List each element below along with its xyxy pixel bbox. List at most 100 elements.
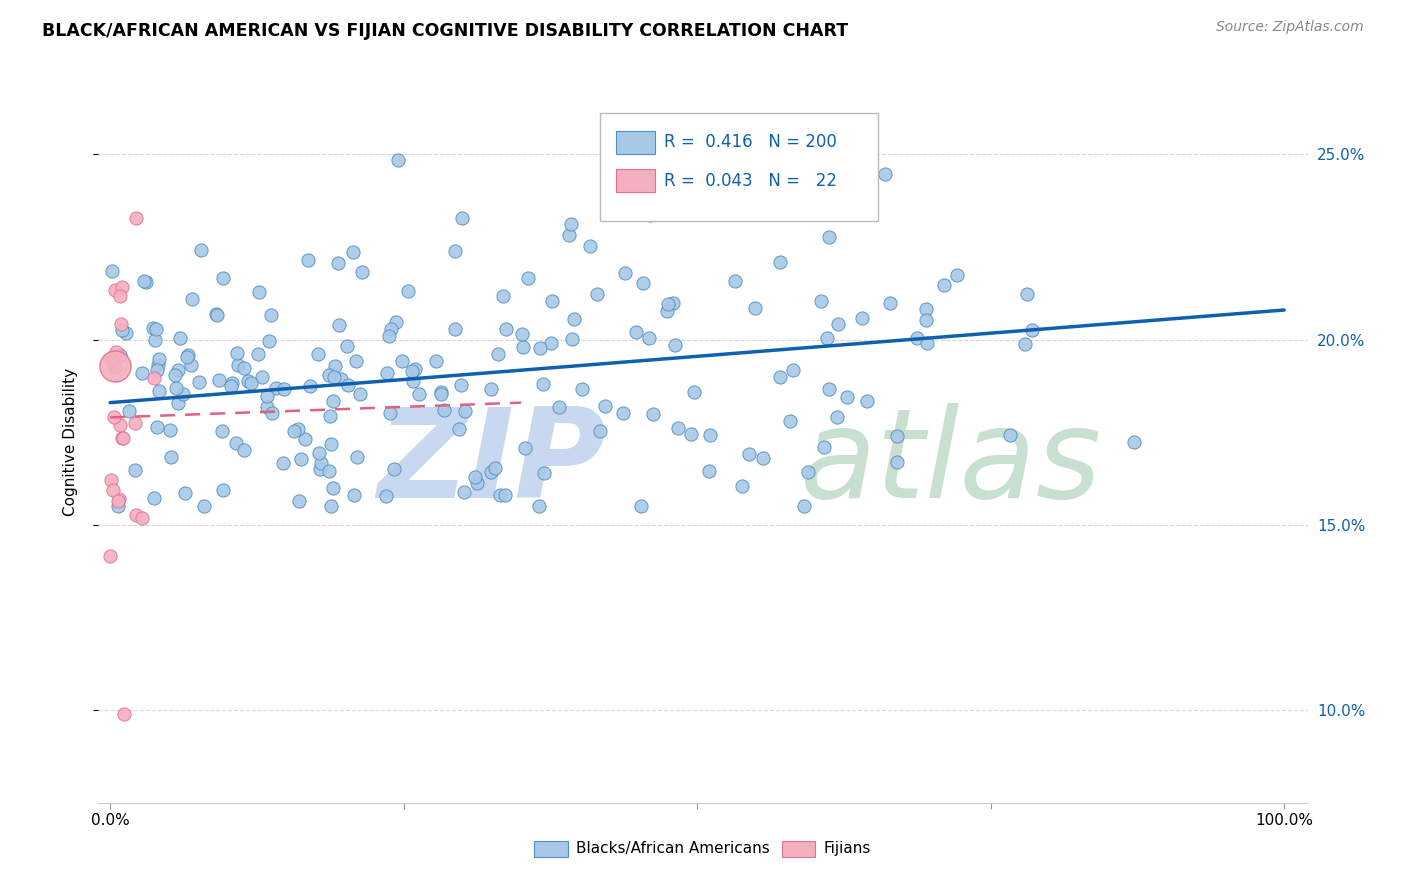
Point xyxy=(288,494,311,508)
Point xyxy=(124,463,146,477)
Point xyxy=(444,322,467,336)
Point xyxy=(108,491,131,506)
Point xyxy=(236,374,259,388)
Point xyxy=(259,308,281,322)
Point xyxy=(769,255,792,269)
Point xyxy=(145,321,167,335)
Point xyxy=(396,285,419,299)
Point xyxy=(107,494,129,508)
Point xyxy=(731,479,754,493)
Point xyxy=(378,329,401,343)
Point xyxy=(612,406,634,420)
Point xyxy=(134,275,156,289)
Point xyxy=(110,317,132,331)
Point xyxy=(387,153,409,168)
Point xyxy=(527,500,550,514)
Point xyxy=(797,466,820,480)
Point xyxy=(172,387,194,401)
Point xyxy=(159,423,181,437)
Point xyxy=(256,400,278,414)
Point xyxy=(104,283,127,297)
Point xyxy=(108,418,131,433)
Point xyxy=(571,383,593,397)
Point xyxy=(915,335,938,350)
Point xyxy=(512,340,534,354)
Point xyxy=(131,511,153,525)
Point xyxy=(205,307,228,321)
Point xyxy=(307,347,329,361)
Point xyxy=(443,244,465,259)
Point xyxy=(118,404,141,418)
Point xyxy=(108,289,131,303)
Point xyxy=(655,304,678,318)
FancyBboxPatch shape xyxy=(782,841,815,857)
Point xyxy=(825,409,848,424)
Point xyxy=(257,334,280,348)
Point xyxy=(318,368,340,382)
Point xyxy=(228,358,250,372)
Point xyxy=(724,274,747,288)
Point xyxy=(104,359,127,373)
Point xyxy=(453,485,475,500)
Point xyxy=(818,230,841,244)
Point xyxy=(143,333,166,347)
Point xyxy=(145,363,167,377)
Point xyxy=(738,447,761,461)
Point xyxy=(905,331,928,345)
Point xyxy=(219,379,242,393)
Point xyxy=(494,488,516,502)
Point xyxy=(662,296,685,310)
FancyBboxPatch shape xyxy=(616,131,655,154)
Point xyxy=(176,350,198,364)
Point xyxy=(337,378,360,392)
Point xyxy=(114,326,136,341)
Point xyxy=(769,370,792,384)
Point xyxy=(533,466,555,480)
Point xyxy=(489,487,512,501)
Point xyxy=(148,351,170,366)
Point xyxy=(326,256,349,270)
Point xyxy=(190,243,212,257)
Point xyxy=(517,271,540,285)
Point xyxy=(283,425,305,439)
Point xyxy=(100,473,122,487)
Point xyxy=(449,422,471,436)
Point xyxy=(294,432,316,446)
Point xyxy=(165,368,187,383)
Point xyxy=(287,422,309,436)
Point xyxy=(104,345,127,359)
Point xyxy=(540,336,562,351)
Point xyxy=(375,366,398,380)
Point xyxy=(454,404,477,418)
Point xyxy=(232,360,254,375)
Point xyxy=(433,403,456,417)
Point xyxy=(131,366,153,380)
Point xyxy=(699,428,721,442)
Point xyxy=(450,211,472,226)
Point xyxy=(817,382,839,396)
Point xyxy=(148,384,170,399)
Point xyxy=(101,483,124,497)
Point xyxy=(111,431,134,445)
Point xyxy=(111,431,134,445)
Point xyxy=(430,387,453,401)
Point xyxy=(513,441,536,455)
Point xyxy=(531,376,554,391)
Point xyxy=(346,450,368,464)
Point xyxy=(873,167,896,181)
Point xyxy=(208,373,231,387)
Point xyxy=(193,500,215,514)
Text: Fijians: Fijians xyxy=(824,841,872,855)
Point xyxy=(464,470,486,484)
Point xyxy=(264,381,287,395)
Point xyxy=(146,420,169,434)
Point xyxy=(404,362,426,376)
Point xyxy=(246,347,269,361)
Point xyxy=(221,376,243,390)
Point xyxy=(322,394,344,409)
Point xyxy=(479,465,502,479)
Point xyxy=(886,455,908,469)
Point xyxy=(664,338,686,352)
FancyBboxPatch shape xyxy=(600,112,879,221)
Point xyxy=(793,500,815,514)
